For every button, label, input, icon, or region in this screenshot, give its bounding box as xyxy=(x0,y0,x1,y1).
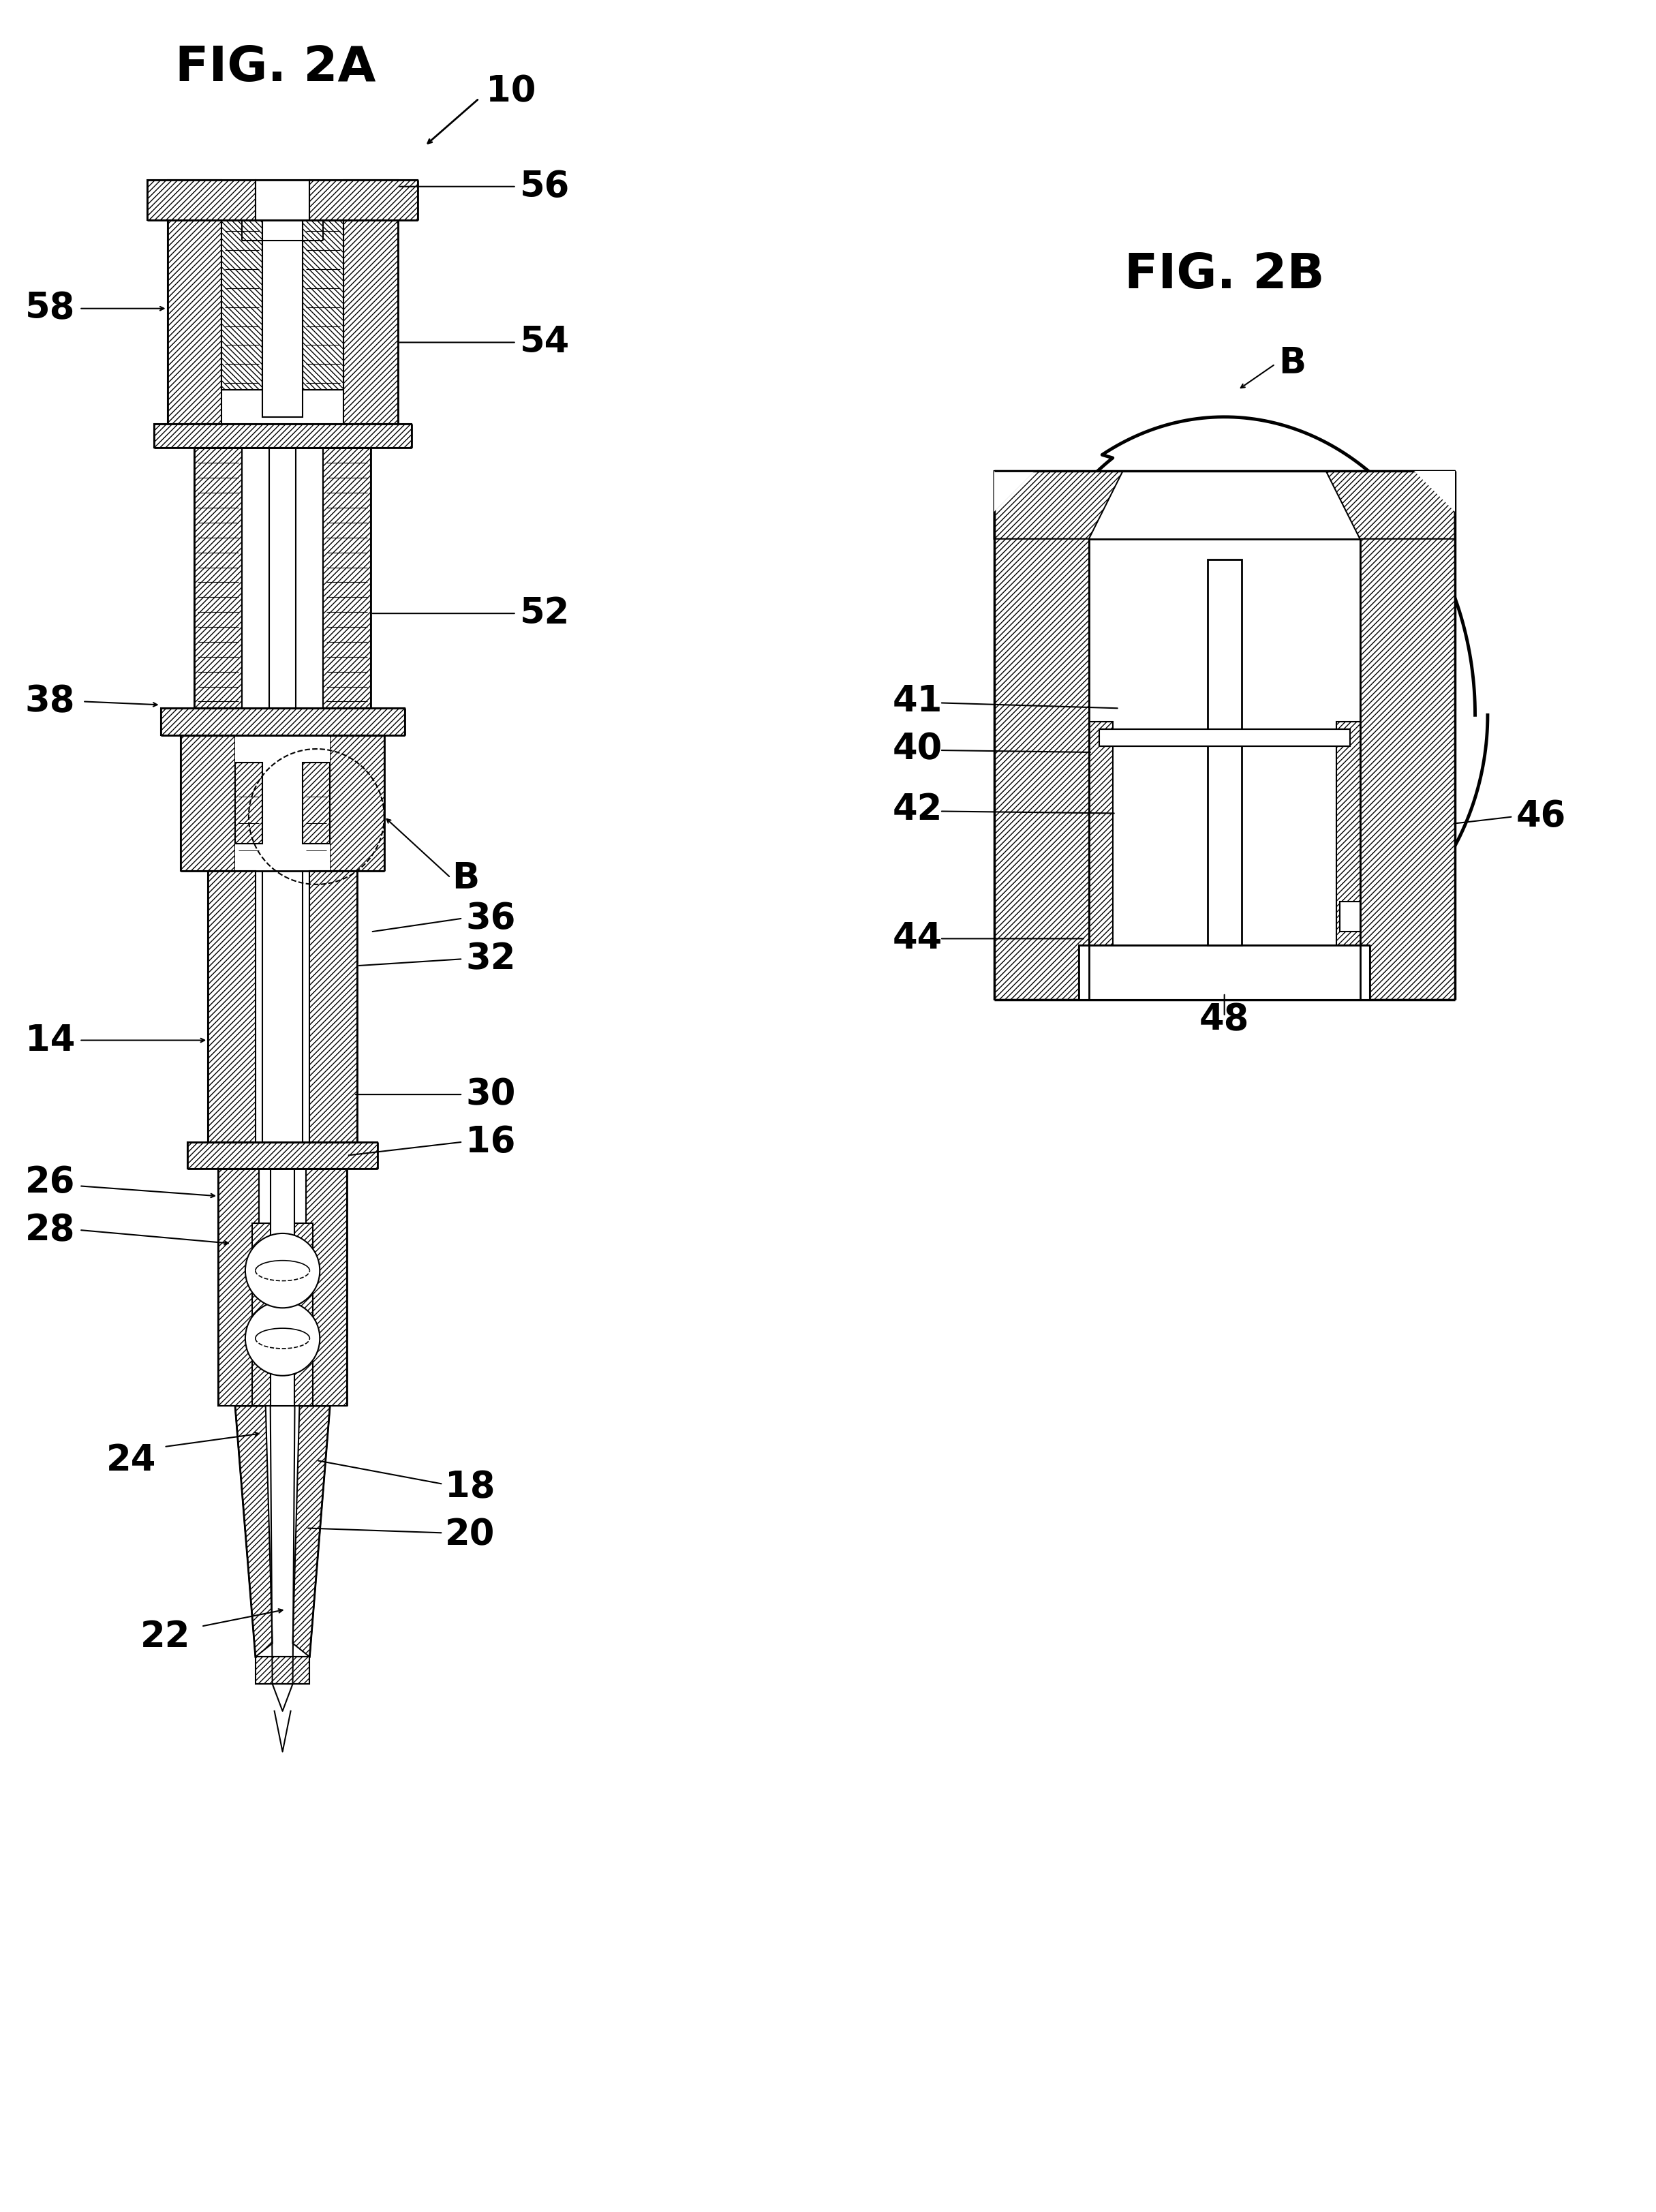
Polygon shape xyxy=(1360,471,1454,1000)
Bar xyxy=(1100,730,1350,745)
Text: 20: 20 xyxy=(445,1517,495,1553)
Bar xyxy=(310,872,358,1141)
Text: 18: 18 xyxy=(445,1469,495,1504)
Polygon shape xyxy=(1004,416,1487,987)
Bar xyxy=(219,1168,258,1407)
Bar xyxy=(262,192,303,416)
Bar xyxy=(343,179,397,425)
Text: 10: 10 xyxy=(485,73,537,108)
Text: FIG. 2A: FIG. 2A xyxy=(176,44,376,91)
Bar xyxy=(235,763,262,843)
Bar xyxy=(255,1657,310,1683)
Bar xyxy=(194,447,242,708)
Bar xyxy=(1207,560,1242,945)
Bar xyxy=(147,179,255,221)
Bar xyxy=(181,734,235,872)
Text: 26: 26 xyxy=(25,1166,75,1201)
Bar xyxy=(1336,721,1360,945)
Text: 16: 16 xyxy=(465,1124,515,1159)
Bar xyxy=(303,763,330,843)
Bar xyxy=(1340,900,1360,931)
Bar xyxy=(167,179,222,425)
Text: 28: 28 xyxy=(25,1212,75,1248)
Bar xyxy=(1078,945,1370,1000)
Polygon shape xyxy=(1414,471,1454,511)
Text: B: B xyxy=(452,860,479,896)
Polygon shape xyxy=(1326,471,1454,540)
Text: 22: 22 xyxy=(141,1619,190,1655)
Bar xyxy=(268,447,296,708)
Text: 40: 40 xyxy=(893,732,942,768)
Text: 38: 38 xyxy=(25,684,75,719)
Bar xyxy=(1090,721,1113,945)
Text: 56: 56 xyxy=(520,168,570,204)
Text: B: B xyxy=(1278,345,1307,380)
Bar xyxy=(187,1141,378,1168)
Bar xyxy=(310,179,417,221)
Text: 36: 36 xyxy=(465,900,515,936)
Text: 52: 52 xyxy=(520,595,570,630)
Text: 32: 32 xyxy=(465,942,515,978)
Text: 14: 14 xyxy=(25,1022,75,1057)
Text: 46: 46 xyxy=(1515,799,1567,834)
Bar xyxy=(303,199,343,389)
Text: 58: 58 xyxy=(25,290,75,325)
Bar xyxy=(252,1223,313,1407)
Polygon shape xyxy=(994,471,1090,1000)
Bar xyxy=(330,734,384,872)
Text: 24: 24 xyxy=(106,1442,156,1478)
Text: 54: 54 xyxy=(520,325,570,361)
Polygon shape xyxy=(994,471,1123,540)
Circle shape xyxy=(245,1234,320,1307)
Bar xyxy=(1090,540,1360,1000)
Bar xyxy=(209,872,255,1141)
Text: FIG. 2B: FIG. 2B xyxy=(1124,252,1325,299)
Bar xyxy=(270,1168,295,1407)
Bar xyxy=(161,708,404,734)
Bar xyxy=(306,1168,346,1407)
Text: 41: 41 xyxy=(893,684,942,719)
Text: 30: 30 xyxy=(465,1077,515,1113)
Polygon shape xyxy=(994,471,1035,511)
Bar xyxy=(154,425,411,447)
Bar xyxy=(235,734,330,872)
Text: 48: 48 xyxy=(1199,1002,1249,1037)
Bar xyxy=(323,447,371,708)
Bar xyxy=(222,199,262,389)
Circle shape xyxy=(245,1301,320,1376)
Polygon shape xyxy=(293,1407,330,1657)
Polygon shape xyxy=(235,1407,272,1657)
Bar xyxy=(262,872,303,1141)
Text: 44: 44 xyxy=(893,920,942,956)
Bar xyxy=(255,179,310,221)
Text: 42: 42 xyxy=(893,792,942,827)
